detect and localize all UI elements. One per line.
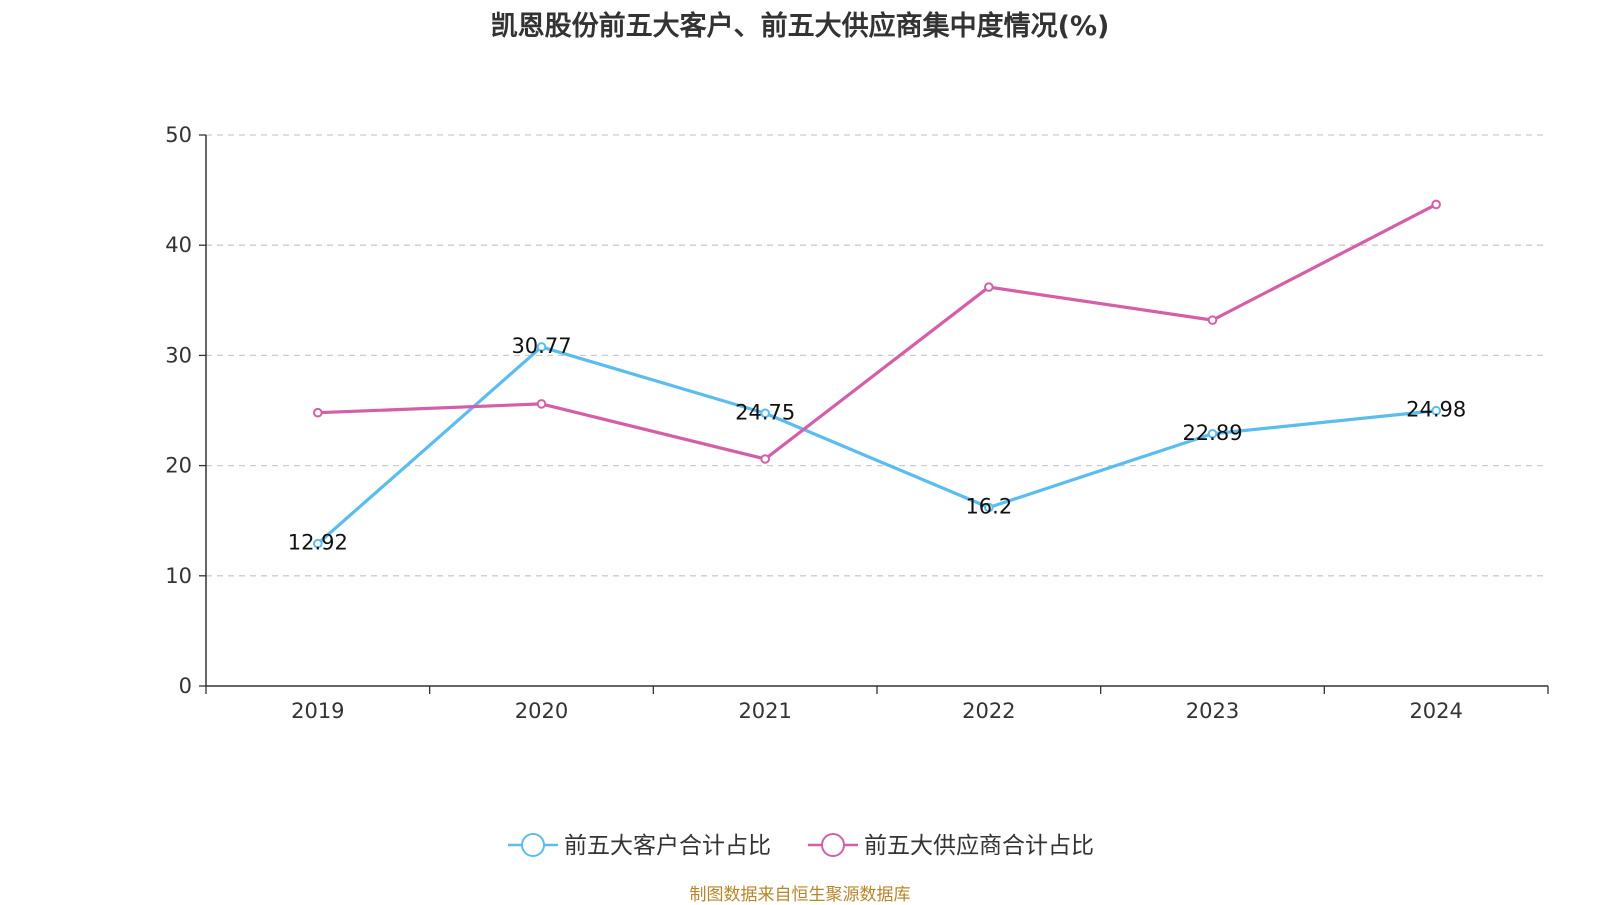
series-2-point <box>760 454 770 464</box>
series-1-point <box>1207 428 1218 439</box>
x-tick-label: 2020 <box>515 699 568 723</box>
data-labels: 12.92 30.77 24.75 16.2 22.89 24.98 <box>288 334 1466 555</box>
series-1-point <box>984 502 994 513</box>
series-1-point <box>536 342 547 352</box>
x-tick-label: 2024 <box>1409 699 1462 723</box>
series-lines <box>313 199 1441 549</box>
y-tick-label: 50 <box>165 123 192 147</box>
gridlines <box>206 134 1548 577</box>
data-label: 22.89 <box>1182 421 1242 445</box>
series-line-2 <box>317 203 1437 461</box>
series-2-point <box>1207 315 1218 325</box>
series-line-1 <box>316 345 1437 545</box>
x-tick-label: 2019 <box>291 699 344 723</box>
y-tick-label: 0 <box>179 674 192 698</box>
series-2-point <box>536 399 547 409</box>
y-tick-label: 40 <box>165 233 192 257</box>
series-2-point <box>1431 199 1441 210</box>
series-1-point <box>760 408 770 419</box>
data-label: 30.77 <box>511 334 571 358</box>
data-label: 12.92 <box>288 531 348 555</box>
series-2-point <box>984 282 994 292</box>
legend-label-1: 前五大客户合计占比 <box>564 833 771 859</box>
series-2-point <box>313 407 323 418</box>
data-label: 24.98 <box>1406 398 1466 422</box>
chart-title: 凯恩股份前五大客户、前五大供应商集中度情况(%) <box>490 11 1110 42</box>
legend-marker-2 <box>821 833 845 857</box>
legend: 前五大客户合计占比 前五大供应商合计占比 <box>508 833 1094 859</box>
data-label: 24.75 <box>735 400 795 424</box>
data-label: 16.2 <box>965 494 1012 518</box>
legend-marker-1 <box>521 833 545 857</box>
y-tick-label: 20 <box>165 454 192 478</box>
axes: 0 10 20 30 40 50 2019 2020 2021 2022 2023 2024 <box>165 123 1549 723</box>
x-tick-label: 2021 <box>738 699 791 723</box>
y-tick-label: 10 <box>165 564 192 588</box>
legend-label-2: 前五大供应商合计占比 <box>864 833 1094 859</box>
data-source-note: 制图数据来自恒生聚源数据库 <box>689 885 911 905</box>
y-tick-label: 30 <box>165 343 192 367</box>
x-tick-label: 2022 <box>962 699 1015 723</box>
series-1-point <box>313 538 323 549</box>
x-tick-label: 2023 <box>1186 699 1239 723</box>
series-1-point <box>1431 405 1441 416</box>
